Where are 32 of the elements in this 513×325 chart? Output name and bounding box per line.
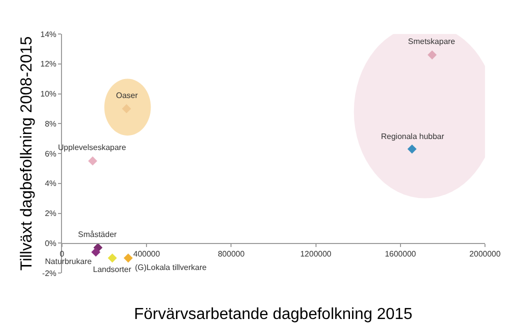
series-label: Oaser bbox=[116, 91, 138, 100]
series-label: Regionala hubbar bbox=[381, 132, 444, 141]
point bbox=[124, 254, 133, 263]
point bbox=[428, 50, 437, 60]
x-tick-label: 1600000 bbox=[384, 250, 417, 259]
point bbox=[407, 144, 417, 154]
series-label: Landsorter bbox=[93, 265, 132, 274]
y-tick-label: 4% bbox=[44, 179, 56, 188]
y-tick-label: 14% bbox=[40, 30, 56, 39]
x-tick-label: 0 bbox=[60, 250, 65, 259]
x-tick-label: 2000000 bbox=[469, 250, 502, 259]
x-tick-label: 1200000 bbox=[300, 250, 332, 259]
point bbox=[91, 248, 100, 257]
series-label: Smetskapare bbox=[408, 37, 456, 46]
x-tick-label: 800000 bbox=[218, 250, 246, 259]
y-tick-label: 2% bbox=[44, 209, 56, 218]
series-label: Småstäder bbox=[78, 230, 118, 239]
point bbox=[122, 104, 132, 114]
y-tick-label: 6% bbox=[44, 149, 56, 158]
point bbox=[88, 156, 98, 166]
y-axis-title: Tillväxt dagbefolkning 2008-2015 bbox=[18, 36, 36, 271]
y-tick-label: 0% bbox=[44, 238, 56, 248]
y-tick-label: 12% bbox=[40, 60, 56, 69]
x-axis-title: Förvärvsarbetande dagbefolkning 2015 bbox=[134, 306, 413, 323]
point bbox=[108, 254, 117, 263]
y-tick-label: 8% bbox=[44, 119, 56, 128]
series-label: (G)Lokala tillverkare bbox=[135, 263, 208, 272]
series-label: Upplevelseskapare bbox=[58, 143, 127, 152]
y-tick-label: -2% bbox=[42, 268, 56, 278]
x-tick-label: 400000 bbox=[133, 250, 160, 259]
y-tick-label: 10% bbox=[40, 90, 56, 99]
series-label: Naturbrukare bbox=[45, 257, 92, 266]
